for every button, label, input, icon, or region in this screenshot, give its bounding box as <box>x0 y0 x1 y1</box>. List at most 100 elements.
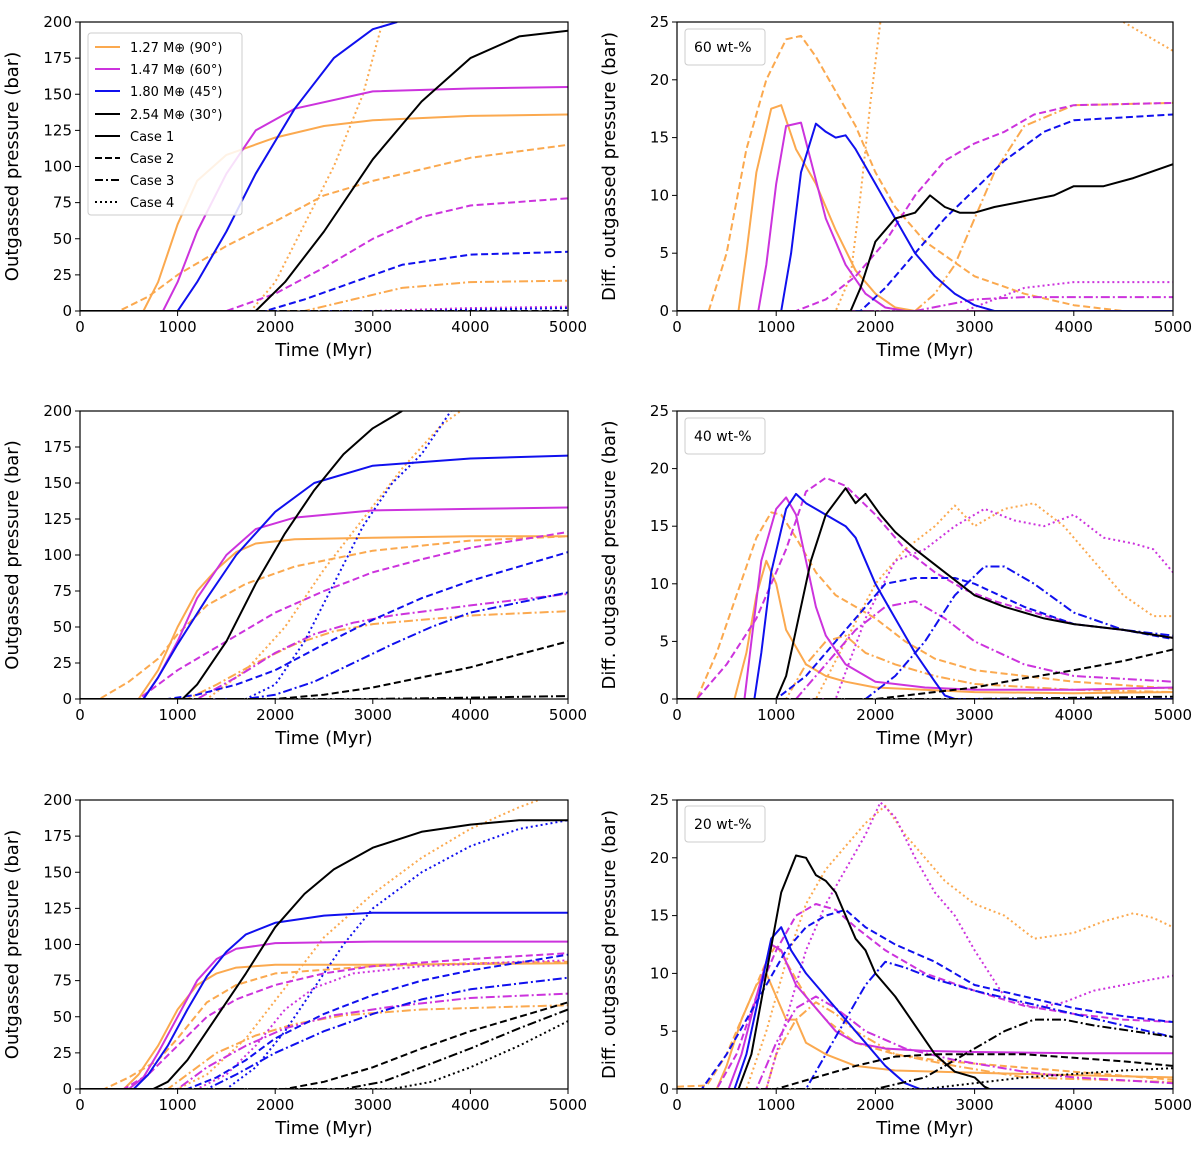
y-tick-label: 150 <box>43 863 72 881</box>
x-tick-label: 1000 <box>159 318 197 336</box>
series-line <box>80 197 568 311</box>
y-tick-label: 5 <box>659 632 669 650</box>
x-tick-label: 5000 <box>549 706 587 724</box>
series-line <box>677 511 1173 699</box>
series-line <box>80 953 568 1089</box>
annotation-box <box>684 805 766 843</box>
y-tick-label: 20 <box>650 460 669 478</box>
y-tick-label: 10 <box>650 575 669 593</box>
annotation-box <box>684 417 766 455</box>
panel-diff-40wt: 0 1000 2000 3000 4000 5000 0 5 10 15 20 25 Time (My… <box>599 402 1192 749</box>
series-line <box>80 22 398 311</box>
plot-frame <box>676 21 1174 312</box>
series-line <box>677 995 1173 1089</box>
series-group <box>677 801 1173 1089</box>
series-line <box>677 559 1173 699</box>
y-tick-label: 0 <box>659 302 669 320</box>
x-tick-label: 5000 <box>549 1096 587 1114</box>
y-tick-label: 150 <box>43 85 72 103</box>
x-tick-label: 0 <box>672 1096 682 1114</box>
y-tick-label: 200 <box>43 791 72 809</box>
series-group <box>677 22 1173 311</box>
x-tick-label: 5000 <box>1154 318 1192 336</box>
x-tick-label: 4000 <box>1055 706 1093 724</box>
axes: 0 1000 2000 3000 4000 5000 0 5 10 15 20 25 <box>650 791 1192 1114</box>
y-tick-label: 75 <box>53 194 72 212</box>
y-tick-label: 25 <box>650 402 669 420</box>
panel-diff-60wt: 0 1000 2000 3000 4000 5000 0 5 10 15 20 25 Time (My… <box>599 13 1192 361</box>
series-line <box>80 551 568 699</box>
x-tick-label: 0 <box>672 706 682 724</box>
y-tick-label: 200 <box>43 13 72 31</box>
series-line <box>677 1053 1173 1089</box>
x-tick-label: 3000 <box>956 1096 994 1114</box>
series-line <box>80 960 568 1089</box>
series-line <box>677 113 1173 311</box>
y-tick-label: 50 <box>53 230 72 248</box>
series-line <box>677 801 1173 1089</box>
y-tick-label: 5 <box>659 244 669 262</box>
legend-label-1-27: 1.27 M⊕ (90°) <box>130 41 223 56</box>
y-tick-label: 0 <box>659 690 669 708</box>
annotation-box <box>684 28 766 66</box>
series-line <box>677 502 1173 699</box>
series-group <box>677 476 1173 699</box>
series-line <box>677 648 1173 699</box>
x-tick-label: 5000 <box>1154 1096 1192 1114</box>
y-tick-label: 5 <box>659 1022 669 1040</box>
series-line <box>80 250 568 311</box>
y-tick-label: 25 <box>53 266 72 284</box>
y-tick-label: 0 <box>62 1080 72 1098</box>
x-tick-label: 3000 <box>354 318 392 336</box>
series-line <box>677 960 1173 1089</box>
x-tick-label: 4000 <box>451 706 489 724</box>
y-tick-label: 25 <box>53 1044 72 1062</box>
series-line <box>80 992 568 1089</box>
y-tick-label: 25 <box>53 654 72 672</box>
series-line <box>80 279 568 311</box>
series-line <box>80 911 568 1089</box>
series-line <box>677 476 1173 699</box>
series-line <box>677 926 1173 1089</box>
series-line <box>677 34 1173 311</box>
series-line <box>677 101 1173 311</box>
y-tick-label: 100 <box>43 158 72 176</box>
series-line <box>677 804 1173 1089</box>
axes: 0 1000 2000 3000 4000 5000 0 25 50 75 100 125 150 175… <box>43 402 587 724</box>
x-axis-label: Time (Myr) <box>274 728 372 749</box>
series-line <box>677 908 1173 1089</box>
series-line <box>677 903 1173 1089</box>
legend-label-case-3: Case 3 <box>130 174 174 189</box>
x-tick-label: 4000 <box>451 1096 489 1114</box>
x-tick-label: 3000 <box>354 1096 392 1114</box>
series-line <box>80 307 568 311</box>
x-tick-label: 4000 <box>1055 1096 1093 1114</box>
plot-frame <box>676 799 1174 1090</box>
series-line <box>80 695 568 699</box>
y-tick-label: 100 <box>43 546 72 564</box>
series-line <box>80 454 568 699</box>
x-tick-label: 1000 <box>757 706 795 724</box>
y-tick-label: 10 <box>650 186 669 204</box>
x-tick-label: 2000 <box>856 1096 894 1114</box>
axes: 0 1000 2000 3000 4000 5000 0 25 50 75 100 125 150 175… <box>43 13 587 336</box>
x-tick-label: 4000 <box>1055 318 1093 336</box>
plot-frame <box>79 410 569 700</box>
series-line <box>80 800 540 1089</box>
series-line <box>80 411 403 699</box>
legend-label-case-1: Case 1 <box>130 130 174 145</box>
series-line <box>80 962 568 1089</box>
y-axis-label: Diff. outgassed pressure (bar) <box>599 32 620 301</box>
series-line <box>80 535 568 699</box>
y-tick-label: 125 <box>43 121 72 139</box>
y-tick-label: 50 <box>53 618 72 636</box>
y-tick-label: 175 <box>43 438 72 456</box>
x-tick-label: 1000 <box>757 1096 795 1114</box>
x-tick-label: 0 <box>75 1096 85 1114</box>
series-line <box>677 101 1173 311</box>
series-line <box>80 819 568 1089</box>
series-line <box>677 943 1173 1089</box>
y-tick-label: 25 <box>650 791 669 809</box>
x-axis-label: Time (Myr) <box>274 1118 372 1139</box>
y-axis-label: Outgassed pressure (bar) <box>2 830 23 1059</box>
